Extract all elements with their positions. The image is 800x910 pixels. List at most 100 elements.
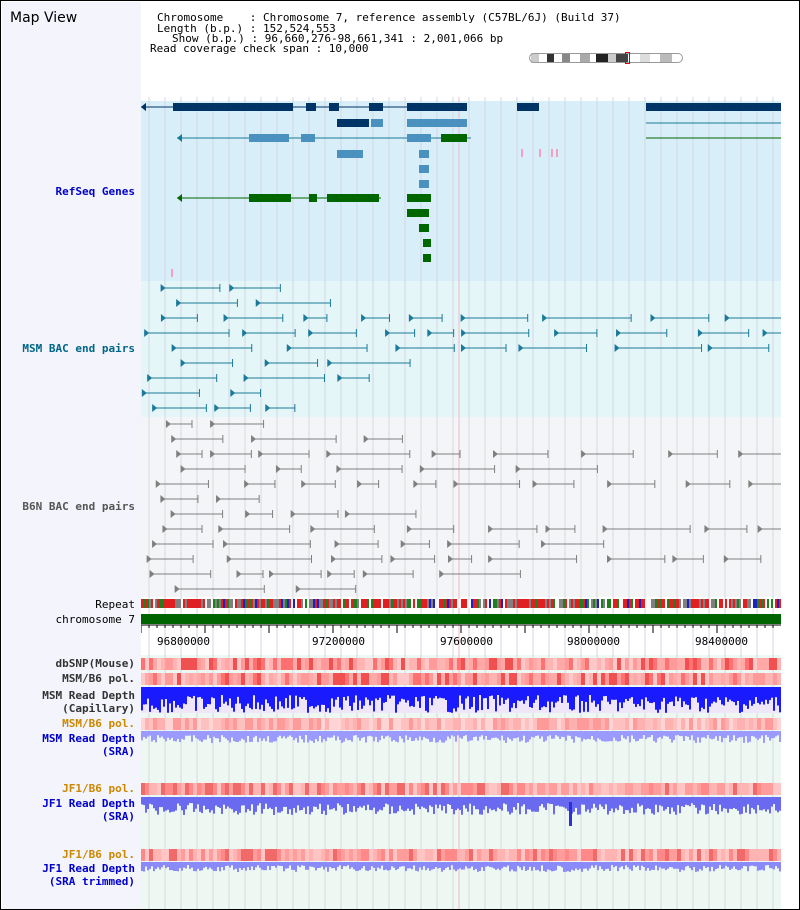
depth-bar <box>715 797 717 812</box>
repeat-segment <box>177 599 179 608</box>
ideogram-position-marker <box>625 52 630 64</box>
repeat-segment <box>305 599 307 608</box>
repeat-segment <box>167 599 169 608</box>
depth-bar <box>275 862 277 868</box>
track-label-dbsnp[interactable]: dbSNP(Mouse) <box>55 657 135 670</box>
depth-bar <box>209 731 211 739</box>
heat-cell <box>741 783 745 795</box>
depth-bar <box>177 797 179 804</box>
repeat-segment <box>693 599 695 608</box>
repeat-segment <box>183 599 185 608</box>
track-label-refseq[interactable]: RefSeq Genes <box>55 185 135 198</box>
depth-bar <box>771 731 773 739</box>
depth-bar <box>321 797 323 815</box>
heat-cell <box>493 849 497 861</box>
heat-cell <box>489 658 493 670</box>
depth-bar <box>689 797 691 807</box>
heat-cell <box>677 849 681 861</box>
heat-cell <box>569 849 573 861</box>
depth-bar <box>695 797 697 808</box>
track-label-jf1-trim[interactable]: JF1 Read Depth <box>42 862 135 875</box>
depth-bar <box>719 731 721 736</box>
depth-bar <box>399 731 401 737</box>
heat-cell <box>173 718 177 730</box>
depth-bar <box>325 731 327 742</box>
heat-cell <box>417 783 421 795</box>
track-label-msm-depth-sra[interactable]: MSM Read Depth <box>42 732 135 745</box>
repeat-segment <box>227 599 229 608</box>
heat-cell <box>337 849 341 861</box>
heat-cell <box>429 849 433 861</box>
depth-bar <box>363 687 365 706</box>
heat-cell <box>201 673 205 685</box>
depth-bar <box>671 731 673 743</box>
depth-bar <box>473 731 475 737</box>
depth-bar <box>451 862 453 866</box>
track-label-jf1-pol-2[interactable]: JF1/B6 pol. <box>62 848 135 861</box>
repeat-segment <box>509 599 511 608</box>
depth-bar <box>405 731 407 736</box>
track-label-msm-bac[interactable]: MSM BAC end pairs <box>22 342 135 355</box>
depth-bar <box>737 687 739 701</box>
depth-bar <box>393 687 395 696</box>
depth-bar <box>233 731 235 742</box>
track-label-b6n-bac[interactable]: B6N BAC end pairs <box>22 500 135 513</box>
depth-bar <box>281 731 283 739</box>
repeat-segment <box>751 599 753 608</box>
depth-bar <box>457 731 459 736</box>
depth-bar <box>577 797 579 815</box>
repeat-segment <box>409 599 411 608</box>
track-label-msm-b6-pol-2[interactable]: MSM/B6 pol. <box>62 717 135 730</box>
heat-cell <box>489 849 493 861</box>
depth-bar <box>483 731 485 740</box>
depth-bar <box>223 687 225 704</box>
depth-bar <box>383 797 385 808</box>
track-label-msm-depth-capillary[interactable]: MSM Read Depth <box>42 689 135 702</box>
depth-bar <box>195 687 197 711</box>
page-title: Map View <box>10 10 78 26</box>
repeat-segment <box>691 599 693 608</box>
depth-bar <box>381 687 383 711</box>
depth-bar <box>765 687 767 700</box>
heat-cell <box>389 718 393 730</box>
heat-cell <box>773 673 777 685</box>
heat-cell <box>485 849 489 861</box>
repeat-segment <box>677 599 679 608</box>
depth-bar <box>181 731 183 739</box>
heat-cell <box>517 783 521 795</box>
heat-cell <box>509 658 513 670</box>
depth-bar <box>333 862 335 869</box>
depth-bar <box>189 862 191 869</box>
depth-bar <box>737 862 739 871</box>
depth-bar <box>587 862 589 871</box>
chromosome-ideogram[interactable] <box>529 52 683 64</box>
heat-cell <box>693 783 697 795</box>
repeat-segment <box>317 599 319 608</box>
track-label-msm-b6-pol[interactable]: MSM/B6 pol. <box>62 672 135 685</box>
depth-bar <box>419 862 421 868</box>
bac-end <box>286 344 292 352</box>
depth-bar <box>301 797 303 810</box>
depth-bar <box>413 862 415 866</box>
depth-bar <box>729 687 731 700</box>
depth-bar <box>185 862 187 869</box>
depth-bar <box>315 862 317 871</box>
track-label-jf1-pol[interactable]: JF1/B6 pol. <box>62 782 135 795</box>
repeat-segment <box>303 599 305 608</box>
track-canvas[interactable]: 96800000 97200000 97600000 98000000 9840… <box>141 97 781 909</box>
depth-bar <box>335 862 337 871</box>
depth-bar <box>349 731 351 740</box>
b6n-bac-track-bg <box>141 417 781 597</box>
heat-cell <box>193 718 197 730</box>
heat-cell <box>633 673 637 685</box>
depth-bar <box>719 687 721 700</box>
depth-bar <box>329 731 331 738</box>
depth-bar <box>409 862 411 869</box>
heat-cell <box>725 673 729 685</box>
depth-bar <box>517 731 519 738</box>
track-label-jf1-depth[interactable]: JF1 Read Depth <box>42 797 135 810</box>
depth-bar <box>475 797 477 810</box>
heat-cell <box>425 718 429 730</box>
heat-cell <box>553 783 557 795</box>
depth-bar <box>657 797 659 813</box>
